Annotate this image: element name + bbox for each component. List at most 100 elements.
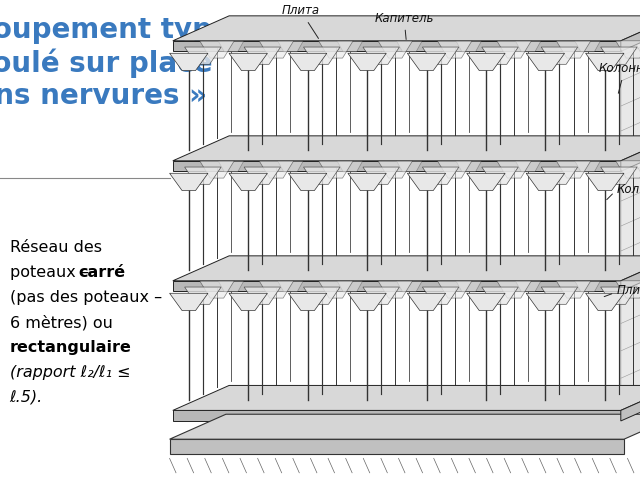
Polygon shape xyxy=(244,47,280,64)
Polygon shape xyxy=(512,275,545,292)
Polygon shape xyxy=(482,287,518,304)
Polygon shape xyxy=(621,256,640,291)
Polygon shape xyxy=(303,287,340,304)
Polygon shape xyxy=(173,16,640,41)
Text: 6 mètres) ou: 6 mètres) ou xyxy=(10,315,113,330)
Polygon shape xyxy=(348,53,387,71)
Polygon shape xyxy=(556,161,591,178)
Polygon shape xyxy=(229,53,268,71)
Polygon shape xyxy=(244,167,280,184)
Text: poteaux –: poteaux – xyxy=(10,265,93,280)
Polygon shape xyxy=(422,287,459,304)
Polygon shape xyxy=(229,293,268,311)
Text: (pas des poteaux –: (pas des poteaux – xyxy=(10,290,162,305)
Polygon shape xyxy=(173,256,640,281)
Polygon shape xyxy=(600,167,637,184)
Polygon shape xyxy=(173,41,621,51)
Polygon shape xyxy=(497,281,531,298)
Text: Récoupement type
«Coulé sur place
sans nervures »: Récoupement type «Coulé sur place sans n… xyxy=(0,14,230,110)
Polygon shape xyxy=(497,161,531,178)
Text: (rapport ℓ₂/ℓ₁ ≤: (rapport ℓ₂/ℓ₁ ≤ xyxy=(10,365,130,380)
Polygon shape xyxy=(184,47,221,64)
Polygon shape xyxy=(184,287,221,304)
Polygon shape xyxy=(173,385,640,410)
Polygon shape xyxy=(170,293,208,311)
Polygon shape xyxy=(621,385,640,421)
Polygon shape xyxy=(363,287,399,304)
Polygon shape xyxy=(259,41,294,58)
Polygon shape xyxy=(541,167,578,184)
Text: Капитель: Капитель xyxy=(374,12,434,39)
Polygon shape xyxy=(621,16,640,51)
Polygon shape xyxy=(437,41,472,58)
Polygon shape xyxy=(393,35,426,52)
Text: Кол: Кол xyxy=(616,183,639,196)
Polygon shape xyxy=(170,414,640,439)
Polygon shape xyxy=(200,41,234,58)
Polygon shape xyxy=(572,35,604,52)
Polygon shape xyxy=(586,293,624,311)
Polygon shape xyxy=(572,275,604,292)
Polygon shape xyxy=(289,293,327,311)
Polygon shape xyxy=(467,53,505,71)
Polygon shape xyxy=(422,167,459,184)
Polygon shape xyxy=(173,136,640,161)
Text: Колонна: Колонна xyxy=(598,62,640,93)
Polygon shape xyxy=(274,275,307,292)
Polygon shape xyxy=(303,167,340,184)
Polygon shape xyxy=(630,275,640,292)
Polygon shape xyxy=(303,47,340,64)
Polygon shape xyxy=(512,35,545,52)
Polygon shape xyxy=(482,47,518,64)
Polygon shape xyxy=(289,53,327,71)
Polygon shape xyxy=(407,173,445,191)
Polygon shape xyxy=(512,155,545,172)
Polygon shape xyxy=(600,47,637,64)
Polygon shape xyxy=(616,281,640,298)
Polygon shape xyxy=(274,155,307,172)
Polygon shape xyxy=(556,281,591,298)
Polygon shape xyxy=(393,155,426,172)
Polygon shape xyxy=(621,26,640,161)
Polygon shape xyxy=(289,173,327,191)
Polygon shape xyxy=(556,41,591,58)
Polygon shape xyxy=(348,173,387,191)
Polygon shape xyxy=(437,281,472,298)
Polygon shape xyxy=(200,281,234,298)
Polygon shape xyxy=(526,53,564,71)
Text: carré: carré xyxy=(78,265,125,280)
Polygon shape xyxy=(184,167,221,184)
Polygon shape xyxy=(274,35,307,52)
Polygon shape xyxy=(229,173,268,191)
Polygon shape xyxy=(319,161,353,178)
Polygon shape xyxy=(363,47,399,64)
Polygon shape xyxy=(170,439,624,454)
Polygon shape xyxy=(526,173,564,191)
Polygon shape xyxy=(621,266,640,410)
Polygon shape xyxy=(616,161,640,178)
Polygon shape xyxy=(173,410,621,421)
Polygon shape xyxy=(621,146,640,281)
Polygon shape xyxy=(214,275,248,292)
Polygon shape xyxy=(497,41,531,58)
Polygon shape xyxy=(214,155,248,172)
Polygon shape xyxy=(452,35,485,52)
Text: rectangulaire: rectangulaire xyxy=(10,340,131,355)
Polygon shape xyxy=(200,161,234,178)
Polygon shape xyxy=(378,41,413,58)
Text: Плита: Плита xyxy=(282,4,320,38)
Polygon shape xyxy=(407,53,445,71)
Polygon shape xyxy=(630,155,640,172)
Polygon shape xyxy=(333,35,366,52)
Polygon shape xyxy=(348,293,387,311)
Polygon shape xyxy=(333,275,366,292)
Polygon shape xyxy=(482,167,518,184)
Polygon shape xyxy=(526,293,564,311)
Polygon shape xyxy=(319,41,353,58)
Polygon shape xyxy=(541,47,578,64)
Polygon shape xyxy=(600,287,637,304)
Polygon shape xyxy=(363,167,399,184)
Text: Плита: Плита xyxy=(616,284,640,297)
Polygon shape xyxy=(319,281,353,298)
Polygon shape xyxy=(572,155,604,172)
